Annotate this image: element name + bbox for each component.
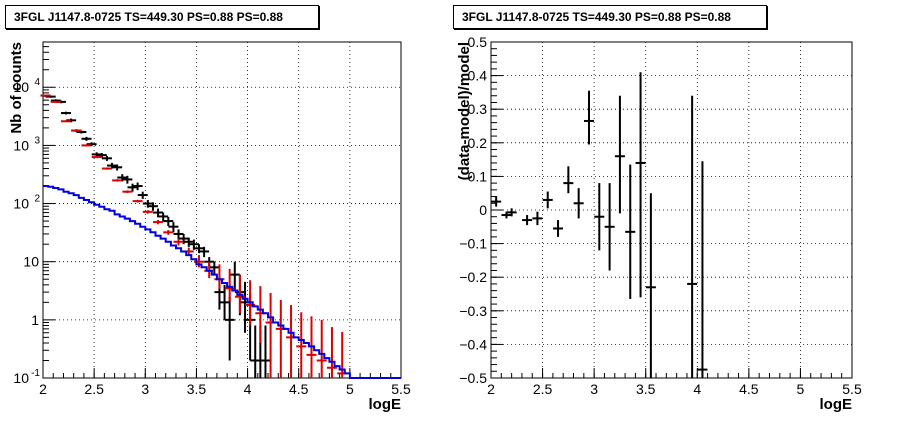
x-tick-label: 4.5 (289, 381, 309, 397)
y-tick-label: 10 (13, 370, 29, 386)
x-tick-label: 2 (487, 381, 495, 397)
y-axis-label: (data-model)/model (456, 42, 473, 180)
x-tick-label: 5 (797, 381, 805, 397)
y-tick-label: 10 (23, 254, 39, 270)
model-step-line (43, 185, 401, 379)
y-tick-label: 1 (31, 312, 39, 328)
y-tick-label: 10 (13, 79, 29, 95)
y-tick-label: −0.5 (459, 370, 487, 386)
y-tick-exponent: 3 (34, 135, 40, 146)
y-tick-label: 0.3 (468, 101, 488, 117)
x-tick-label: 5.5 (842, 381, 862, 397)
x-tick-label: 2.5 (533, 381, 553, 397)
x-tick-label: 4 (244, 381, 252, 397)
residuals-chart: 2 2.5 3 3.5 4 4.5 5 5.5 −0.5 −0.4 −0.3 −0.2 −0.1 0 0.1… (456, 34, 862, 413)
plot-frame (42, 41, 402, 379)
y-tick-label: −0.3 (459, 303, 487, 319)
y-tick-exponent: -1 (31, 368, 40, 379)
x-tick-label: 2.5 (84, 381, 104, 397)
x-tick-label: 5 (346, 381, 354, 397)
y-tick-exponent: 2 (34, 194, 40, 205)
x-axis-label: logE (820, 396, 853, 413)
residuals-chart-title: 3FGL J1147.8-0725 TS=449.30 PS=0.88 PS=0… (453, 5, 767, 29)
y-tick-label: 0.4 (468, 68, 488, 84)
y-axis-label: Nb of counts (8, 42, 25, 134)
y-tick-label: −0.1 (459, 236, 487, 252)
x-tick-label: 3 (590, 381, 598, 397)
x-tick-label: 5.5 (391, 381, 411, 397)
x-tick-label: 3.5 (187, 381, 207, 397)
y-tick-label: −0.4 (459, 336, 487, 352)
y-tick-exponent: 4 (34, 77, 40, 88)
y-tick-label: 10 (13, 137, 29, 153)
y-tick-label: 10 (13, 196, 29, 212)
y-tick-label: 0 (479, 202, 487, 218)
x-tick-label: 4.5 (739, 381, 759, 397)
counts-chart-title: 3FGL J1147.8-0725 TS=449.30 PS=0.88 PS=0… (5, 5, 319, 29)
y-tick-label: 0.5 (468, 34, 488, 50)
y-tick-label: 0.1 (468, 168, 488, 184)
y-tick-label: 0.2 (468, 135, 488, 151)
x-axis-label: logE (369, 396, 402, 413)
x-tick-label: 3 (141, 381, 149, 397)
x-tick-label: 2 (39, 381, 47, 397)
x-tick-label: 4 (693, 381, 701, 397)
y-tick-label: −0.2 (459, 269, 487, 285)
x-tick-label: 3.5 (636, 381, 656, 397)
